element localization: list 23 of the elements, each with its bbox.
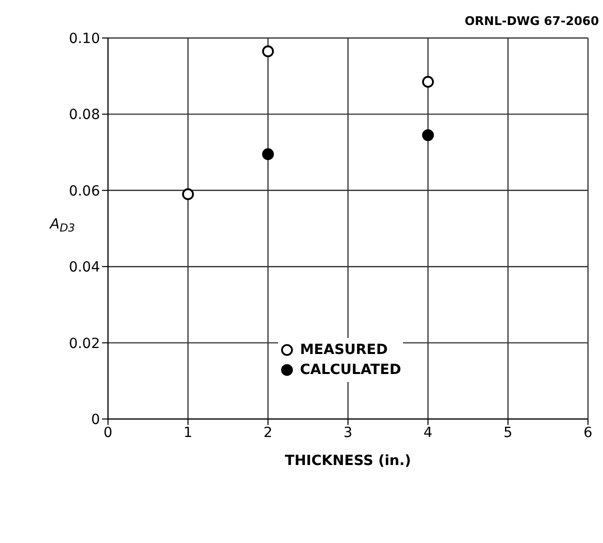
x-tick-label: 1 [184,424,192,441]
point [182,188,194,200]
y-tick-label: 0.04 [68,260,100,276]
point [422,129,434,142]
legend-label: CALCULATED [300,361,402,380]
y-tick-label: 0 [91,412,100,428]
point [262,148,274,160]
text: ORNL-DWG 67-2060 [464,14,599,28]
y-tick-label: 0.10 [68,30,100,47]
x-tick-label: 6 [584,424,593,441]
y-axis-title: A$_{D3}$ [49,216,76,235]
x-tick-label: 3 [344,424,352,441]
x-tick-label: 0 [104,424,112,441]
y-tick-label: 0.08 [68,107,100,124]
point [262,45,274,58]
y-tick-label: 0.06 [68,183,100,200]
x-tick-label: 5 [504,424,512,441]
x-axis-title: THICKNESS (in.) [284,453,412,469]
y-tick-label: 0.02 [68,336,100,352]
x-tick-label: 4 [424,424,433,441]
point [422,76,434,88]
legend-label: MEASURED [300,341,388,360]
x-tick-label: 2 [264,424,272,441]
